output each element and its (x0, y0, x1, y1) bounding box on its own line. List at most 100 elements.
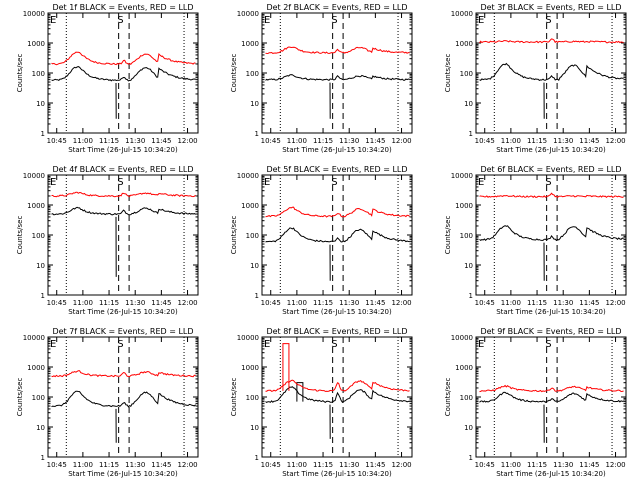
panel-det-5: Det 5f BLACK = Events, RED = LLD 1 10 100 10… (230, 165, 413, 316)
chart-title: Det 4f BLACK = Events, RED = LLD (52, 165, 193, 174)
x-tick-label: 11:15 (313, 299, 333, 307)
series-line-lld (479, 192, 624, 199)
y-tick-label: 10000 (23, 10, 45, 18)
y-tick-label: 10000 (23, 172, 45, 180)
x-tick-label: 11:15 (313, 137, 333, 145)
y-tick-label: 1000 (27, 40, 45, 48)
x-axis-label: Start Time (26-Jul-15 10:34:20) (496, 470, 606, 478)
y-tick-label: 10 (464, 424, 473, 432)
y-tick-label: 10 (250, 100, 259, 108)
x-tick-label: 11:45 (365, 299, 385, 307)
x-axis-label: Start Time (26-Jul-15 10:34:20) (68, 308, 178, 316)
series-line-events (265, 386, 410, 439)
y-axis-label: Counts/sec (16, 216, 24, 255)
x-tick-label: 11:00 (501, 137, 521, 145)
x-tick-label: 11:45 (151, 461, 171, 469)
plot-frame (475, 336, 627, 458)
series-spike-events (296, 382, 304, 402)
series-line-lld (51, 370, 196, 378)
series-line-lld (479, 384, 624, 393)
panel-det-3: Det 3f BLACK = Events, RED = LLD 1 10 100 10… (444, 3, 627, 154)
x-tick-label: 11:30 (553, 299, 573, 307)
y-tick-label: 10 (36, 424, 45, 432)
y-tick-label: 1 (469, 130, 473, 138)
x-tick-label: 10:45 (47, 299, 67, 307)
series-line-events (51, 206, 196, 277)
x-tick-label: 11:45 (579, 299, 599, 307)
x-tick-label: 12:00 (605, 461, 625, 469)
y-tick-label: 100 (460, 232, 473, 240)
marker-label-s: S (545, 15, 551, 26)
y-tick-label: 10 (464, 100, 473, 108)
y-tick-label: 100 (246, 394, 259, 402)
marker-label-e-left: E (264, 177, 270, 188)
x-tick-label: 12:00 (177, 461, 197, 469)
y-tick-label: 1000 (455, 40, 473, 48)
y-tick-label: 100 (32, 70, 45, 78)
series-line-lld (51, 191, 196, 198)
x-axis-label: Start Time (26-Jul-15 10:34:20) (68, 146, 178, 154)
y-tick-label: 1000 (241, 202, 259, 210)
x-tick-label: 11:00 (501, 461, 521, 469)
chart-title: Det 7f BLACK = Events, RED = LLD (52, 327, 193, 336)
x-tick-label: 11:30 (125, 137, 145, 145)
y-tick-label: 10 (36, 100, 45, 108)
x-axis-label: Start Time (26-Jul-15 10:34:20) (282, 308, 392, 316)
y-tick-label: 100 (32, 394, 45, 402)
panel-det-1: Det 1f BLACK = Events, RED = LLD 1 10 100 10… (16, 3, 199, 154)
x-tick-label: 11:30 (125, 461, 145, 469)
x-tick-label: 11:30 (339, 461, 359, 469)
series-line-events (265, 74, 410, 119)
y-tick-label: 10000 (237, 10, 259, 18)
x-tick-label: 10:45 (261, 299, 281, 307)
marker-label-e-left: E (478, 339, 484, 350)
marker-label-e-left: E (264, 15, 270, 26)
marker-label-e-left: E (50, 177, 56, 188)
x-tick-label: 11:00 (73, 299, 93, 307)
series-line-lld (265, 379, 410, 392)
series-line-lld (51, 51, 196, 66)
series-line-events (479, 62, 624, 119)
x-tick-label: 10:45 (475, 461, 495, 469)
y-tick-label: 1 (255, 130, 259, 138)
x-tick-label: 10:45 (475, 137, 495, 145)
series-line-lld (479, 38, 624, 44)
series-line-events (265, 227, 410, 281)
y-tick-label: 1000 (455, 364, 473, 372)
y-axis-label: Counts/sec (16, 54, 24, 93)
x-tick-label: 11:00 (73, 137, 93, 145)
x-tick-label: 11:00 (73, 461, 93, 469)
x-tick-label: 11:30 (339, 299, 359, 307)
x-tick-label: 12:00 (177, 137, 197, 145)
x-axis-label: Start Time (26-Jul-15 10:34:20) (282, 470, 392, 478)
x-tick-label: 11:45 (579, 461, 599, 469)
x-axis-label: Start Time (26-Jul-15 10:34:20) (496, 146, 606, 154)
x-tick-label: 10:45 (475, 299, 495, 307)
x-tick-label: 11:15 (99, 299, 119, 307)
x-tick-label: 10:45 (47, 461, 67, 469)
x-tick-label: 11:45 (365, 461, 385, 469)
y-tick-label: 10000 (23, 334, 45, 342)
y-axis-label: Counts/sec (444, 54, 452, 93)
series-line-events (479, 225, 624, 281)
y-tick-label: 1000 (27, 364, 45, 372)
chart-title: Det 6f BLACK = Events, RED = LLD (480, 165, 621, 174)
y-axis-label: Counts/sec (444, 378, 452, 417)
series-spike-lld (282, 343, 290, 391)
x-tick-label: 12:00 (605, 299, 625, 307)
series-line-lld (265, 206, 410, 218)
marker-label-s: S (117, 339, 123, 350)
y-axis-label: Counts/sec (444, 216, 452, 255)
y-axis-label: Counts/sec (230, 378, 238, 417)
plot-frame (261, 174, 413, 296)
x-axis-label: Start Time (26-Jul-15 10:34:20) (68, 470, 178, 478)
x-tick-label: 12:00 (391, 137, 411, 145)
chart-title: Det 5f BLACK = Events, RED = LLD (266, 165, 407, 174)
y-tick-label: 1000 (455, 202, 473, 210)
x-tick-label: 11:15 (99, 137, 119, 145)
plot-frame (475, 174, 627, 296)
y-tick-label: 10000 (451, 10, 473, 18)
marker-label-e-left: E (264, 339, 270, 350)
y-axis-label: Counts/sec (16, 378, 24, 417)
x-tick-label: 11:00 (287, 299, 307, 307)
